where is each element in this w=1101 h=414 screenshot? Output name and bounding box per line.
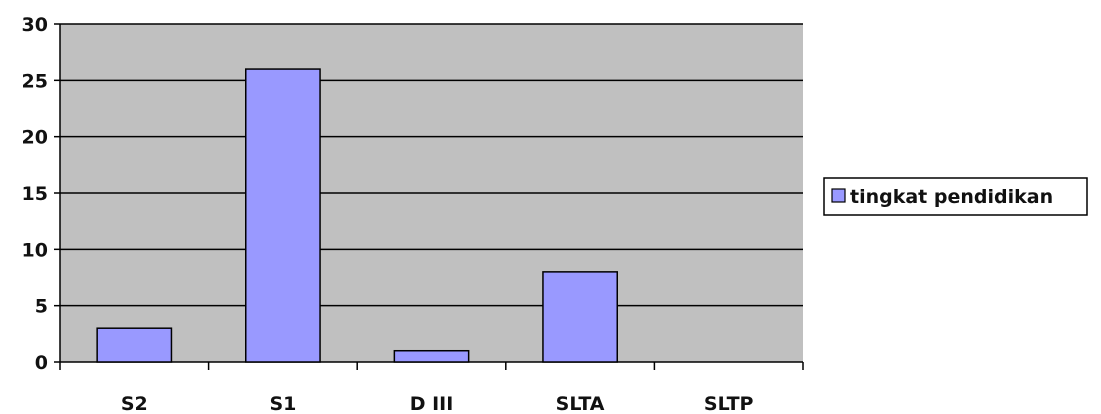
y-tick-label: 15 (22, 183, 48, 205)
x-axis: S2 S1 D III SLTA SLTP (59, 361, 804, 414)
x-tick-label: D III (410, 393, 454, 414)
x-tick-label: S2 (121, 393, 148, 414)
bar-s2 (96, 327, 173, 363)
legend-swatch (831, 188, 846, 203)
y-tick-label: 5 (35, 296, 48, 318)
x-tick-label: SLTA (556, 393, 605, 414)
x-tick-label: SLTP (704, 393, 754, 414)
y-tick-label: 30 (22, 14, 48, 36)
y-tick-label: 10 (22, 239, 48, 261)
y-axis: 0 5 10 15 20 25 30 (22, 14, 61, 374)
bar-slta (542, 271, 619, 363)
x-tick-label: S1 (269, 393, 296, 414)
legend-label: tingkat pendidikan (850, 186, 1053, 208)
bar-series (96, 68, 619, 363)
bar-s1 (245, 68, 321, 363)
gridlines (60, 23, 803, 307)
y-tick-label: 0 (35, 352, 48, 374)
bar-d-iii (393, 349, 470, 363)
legend: tingkat pendidikan (823, 177, 1088, 216)
y-tick-label: 25 (22, 70, 48, 92)
legend-box (823, 177, 1088, 216)
y-tick-label: 20 (22, 127, 48, 149)
